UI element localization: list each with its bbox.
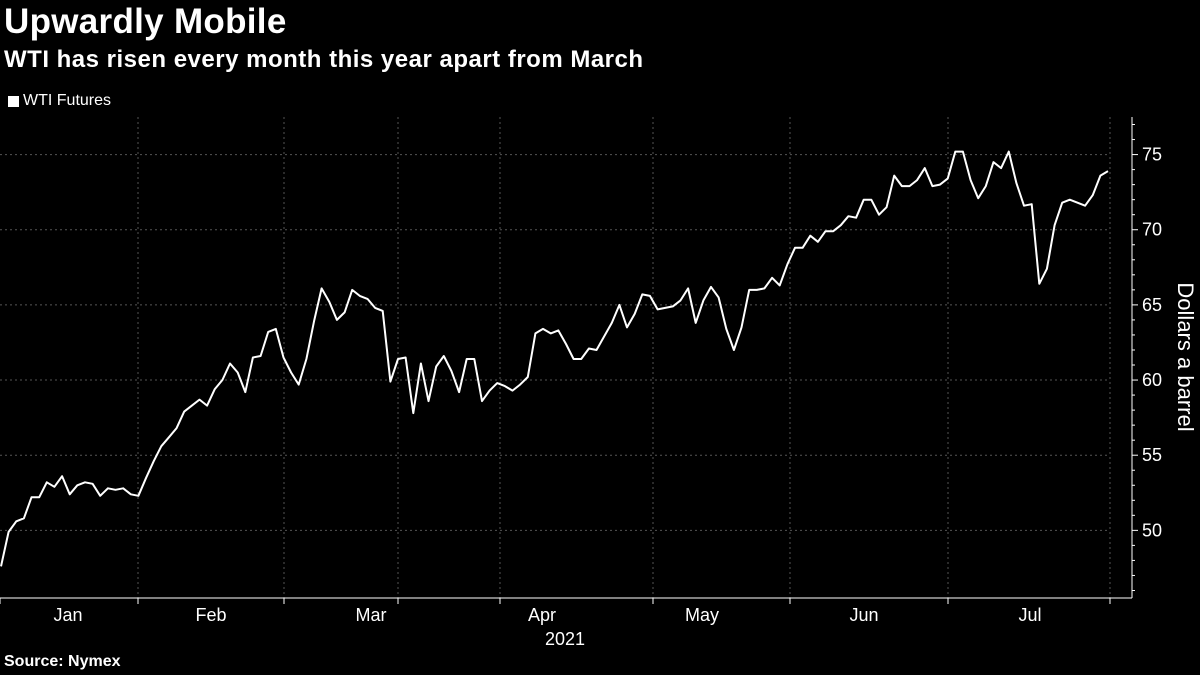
y-tick-label-75: 75 <box>1142 145 1162 165</box>
data-marks <box>0 150 1109 567</box>
y-axis-title: Dollars a barrel <box>1173 282 1198 431</box>
grid-lines <box>0 117 1111 598</box>
source-note: Source: Nymex <box>4 653 121 670</box>
x-tick-label-mar: Mar <box>356 605 387 625</box>
x-tick-label-apr: Apr <box>528 605 556 625</box>
x-tick-label-may: May <box>685 605 719 625</box>
legend: WTI Futures <box>8 92 111 110</box>
x-tick-label-feb: Feb <box>195 605 226 625</box>
series-line-wti-futures <box>0 150 1109 567</box>
legend-label: WTI Futures <box>23 92 112 109</box>
y-tick-label-60: 60 <box>1142 370 1162 390</box>
y-tick-label-55: 55 <box>1142 445 1162 465</box>
chart-title: Upwardly Mobile <box>4 2 287 41</box>
x-tick-label-jul: Jul <box>1018 605 1041 625</box>
x-tick-label-jan: Jan <box>53 605 82 625</box>
tick-labels: 50 55 60 65 70 75 Jan Feb Mar Apr May Jun Jul 2021 Dol… <box>53 145 1198 649</box>
x-tick-label-jun: Jun <box>849 605 878 625</box>
y-tick-label-70: 70 <box>1142 220 1162 240</box>
y-tick-label-50: 50 <box>1142 520 1162 540</box>
chart-subtitle: WTI has risen every month this year apar… <box>4 46 644 73</box>
y-tick-label-65: 65 <box>1142 295 1162 315</box>
legend-swatch <box>8 95 19 107</box>
axes <box>0 117 1138 604</box>
x-axis-title: 2021 <box>545 629 585 649</box>
